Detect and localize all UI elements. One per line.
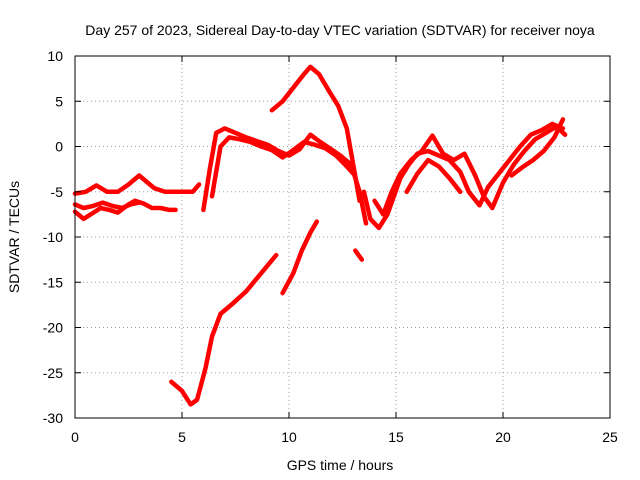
x-tick-label: 5 [178, 429, 186, 445]
x-tick-label: 15 [388, 429, 404, 445]
x-axis: 0 5 10 15 20 25 [71, 56, 618, 445]
chart-title: Day 257 of 2023, Sidereal Day-to-day VTE… [85, 22, 595, 38]
y-tick-label: -20 [43, 320, 63, 336]
series-track-g [209, 135, 356, 199]
series-track-b [72, 198, 178, 222]
x-tick-label: 0 [71, 429, 79, 445]
y-tick-label: 0 [55, 139, 63, 155]
series-track-e [280, 219, 320, 296]
x-tick-label: 20 [495, 429, 511, 445]
x-axis-label: GPS time / hours [287, 457, 394, 473]
series-track-m [509, 117, 566, 178]
grid [75, 56, 610, 418]
series-track-a [72, 173, 202, 196]
series-track-h [269, 64, 362, 204]
data-series [72, 64, 568, 407]
y-tick-label: -30 [43, 410, 63, 426]
y-axis: -30 -25 -20 -15 -10 -5 0 5 10 [43, 48, 610, 426]
series-track-k [372, 124, 568, 217]
x-tick-label: 10 [281, 429, 297, 445]
y-tick-label: 10 [47, 48, 63, 64]
x-tick-label: 25 [602, 429, 618, 445]
y-tick-label: -25 [43, 365, 63, 381]
y-tick-label: -5 [51, 184, 64, 200]
series-track-i [353, 248, 365, 262]
y-tick-label: -10 [43, 229, 63, 245]
y-tick-label: -15 [43, 274, 63, 290]
series-track-c [72, 200, 142, 211]
series-track-d [169, 252, 279, 407]
series-track-f [201, 126, 369, 226]
y-tick-label: 5 [55, 93, 63, 109]
series-track-j [361, 121, 566, 231]
y-axis-label: SDTVAR / TECUs [6, 181, 22, 293]
series-track-l [404, 157, 463, 195]
